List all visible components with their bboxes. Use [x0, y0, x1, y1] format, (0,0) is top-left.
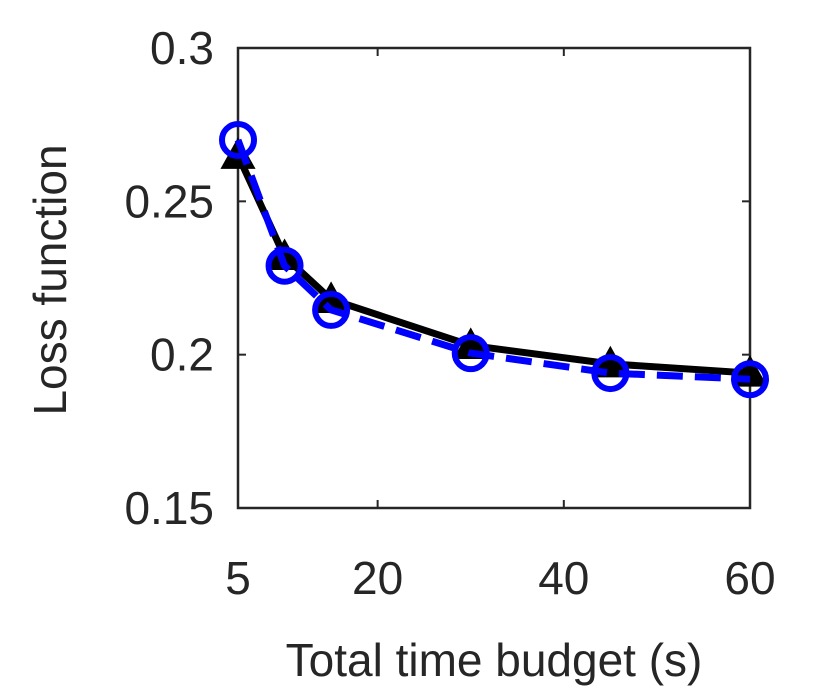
x-tick-label: 20 — [352, 552, 403, 604]
y-tick-label: 0.25 — [124, 175, 214, 227]
series-line — [234, 153, 751, 377]
circle-marker — [265, 246, 304, 285]
y-tick-label: 0.3 — [150, 22, 214, 74]
y-tick-label: 0.2 — [150, 329, 214, 381]
plot-frame — [236, 46, 752, 510]
circle-marker — [219, 121, 257, 159]
y-axis-label: Loss function — [24, 144, 76, 415]
y-tick-label: 0.15 — [124, 482, 214, 534]
x-axis-label: Total time budget (s) — [286, 634, 703, 686]
circle-marker — [591, 354, 630, 393]
circle-marker — [312, 290, 351, 329]
series-line — [234, 138, 751, 383]
circle-marker — [731, 360, 769, 399]
x-tick-label: 5 — [225, 552, 251, 604]
circle-marker — [451, 334, 490, 373]
x-tick-label: 40 — [538, 552, 589, 604]
x-tick-label: 60 — [724, 552, 775, 604]
